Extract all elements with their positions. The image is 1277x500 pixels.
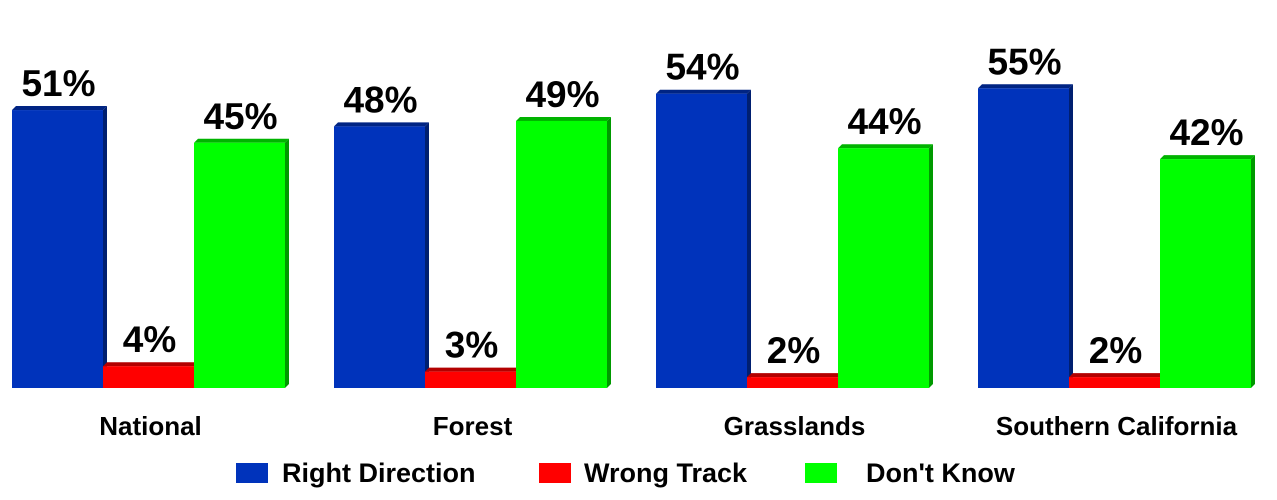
value-label-don-t-know-forest: 49%: [525, 74, 599, 115]
bar-side-right-direction-forest: [425, 122, 429, 389]
legend-label-wrong-track: Wrong Track: [584, 458, 748, 488]
bar-wrong-track-southern-california: [1069, 377, 1160, 388]
bar-wrong-track-grasslands: [747, 377, 838, 388]
bar-don-t-know-national: [194, 142, 285, 388]
bar-side-don-t-know-national: [285, 138, 289, 388]
value-label-don-t-know-grasslands: 44%: [847, 101, 921, 142]
bar-top-right-direction-southern-california: [978, 84, 1073, 89]
value-label-right-direction-southern-california: 55%: [987, 41, 1061, 82]
value-label-don-t-know-southern-california: 42%: [1169, 112, 1243, 153]
bar-side-don-t-know-forest: [607, 116, 611, 388]
value-labels-layer: 51% 4% 45% 48% 3% 49% 54% 2% 44% 55% 2% 42%: [21, 41, 1243, 371]
value-label-right-direction-grasslands: 54%: [665, 47, 739, 88]
bar-side-right-direction-national: [103, 106, 107, 389]
bar-side-right-direction-southern-california: [1069, 84, 1073, 388]
bar-side-right-direction-grasslands: [747, 89, 751, 388]
bar-don-t-know-forest: [516, 120, 607, 388]
legend: Right Direction Wrong Track Don't Know: [236, 458, 1016, 488]
category-label-southern-california: Southern California: [996, 411, 1238, 441]
bar-top-don-t-know-national: [194, 138, 289, 143]
bar-side-don-t-know-southern-california: [1251, 155, 1255, 388]
bar-top-right-direction-grasslands: [656, 89, 751, 94]
legend-swatch-right-direction: [236, 463, 268, 483]
bar-top-don-t-know-grasslands: [838, 144, 933, 149]
bar-wrong-track-national: [103, 366, 194, 388]
bar-right-direction-southern-california: [978, 88, 1069, 388]
bar-top-right-direction-national: [12, 106, 107, 111]
bar-top-don-t-know-southern-california: [1160, 155, 1255, 160]
bar-don-t-know-southern-california: [1160, 159, 1251, 388]
value-label-don-t-know-national: 45%: [203, 96, 277, 137]
value-label-wrong-track-forest: 3%: [445, 325, 498, 366]
legend-label-don-t-know: Don't Know: [866, 458, 1016, 488]
legend-swatch-wrong-track: [539, 463, 571, 483]
category-labels-layer: National Forest Grasslands Southern Califor…: [99, 411, 1237, 441]
bar-right-direction-national: [12, 110, 103, 389]
legend-label-right-direction: Right Direction: [282, 458, 476, 488]
bar-top-right-direction-forest: [334, 122, 429, 127]
category-label-forest: Forest: [433, 411, 513, 441]
bar-don-t-know-grasslands: [838, 148, 929, 388]
bars-layer: [12, 84, 1255, 389]
bar-top-wrong-track-forest: [425, 367, 520, 372]
bar-right-direction-forest: [334, 126, 425, 389]
value-label-wrong-track-grasslands: 2%: [767, 330, 820, 371]
bar-side-don-t-know-grasslands: [929, 144, 933, 388]
bar-top-don-t-know-forest: [516, 116, 611, 121]
bar-right-direction-grasslands: [656, 93, 747, 388]
category-label-grasslands: Grasslands: [724, 411, 866, 441]
bar-top-wrong-track-southern-california: [1069, 373, 1164, 378]
legend-swatch-don-t-know: [805, 463, 837, 483]
bar-wrong-track-forest: [425, 371, 516, 388]
bar-top-wrong-track-grasslands: [747, 373, 842, 378]
value-label-right-direction-forest: 48%: [343, 79, 417, 120]
value-label-wrong-track-national: 4%: [123, 319, 176, 360]
value-label-wrong-track-southern-california: 2%: [1089, 330, 1142, 371]
category-label-national: National: [99, 411, 202, 441]
bar-top-wrong-track-national: [103, 362, 198, 367]
value-label-right-direction-national: 51%: [21, 63, 95, 104]
